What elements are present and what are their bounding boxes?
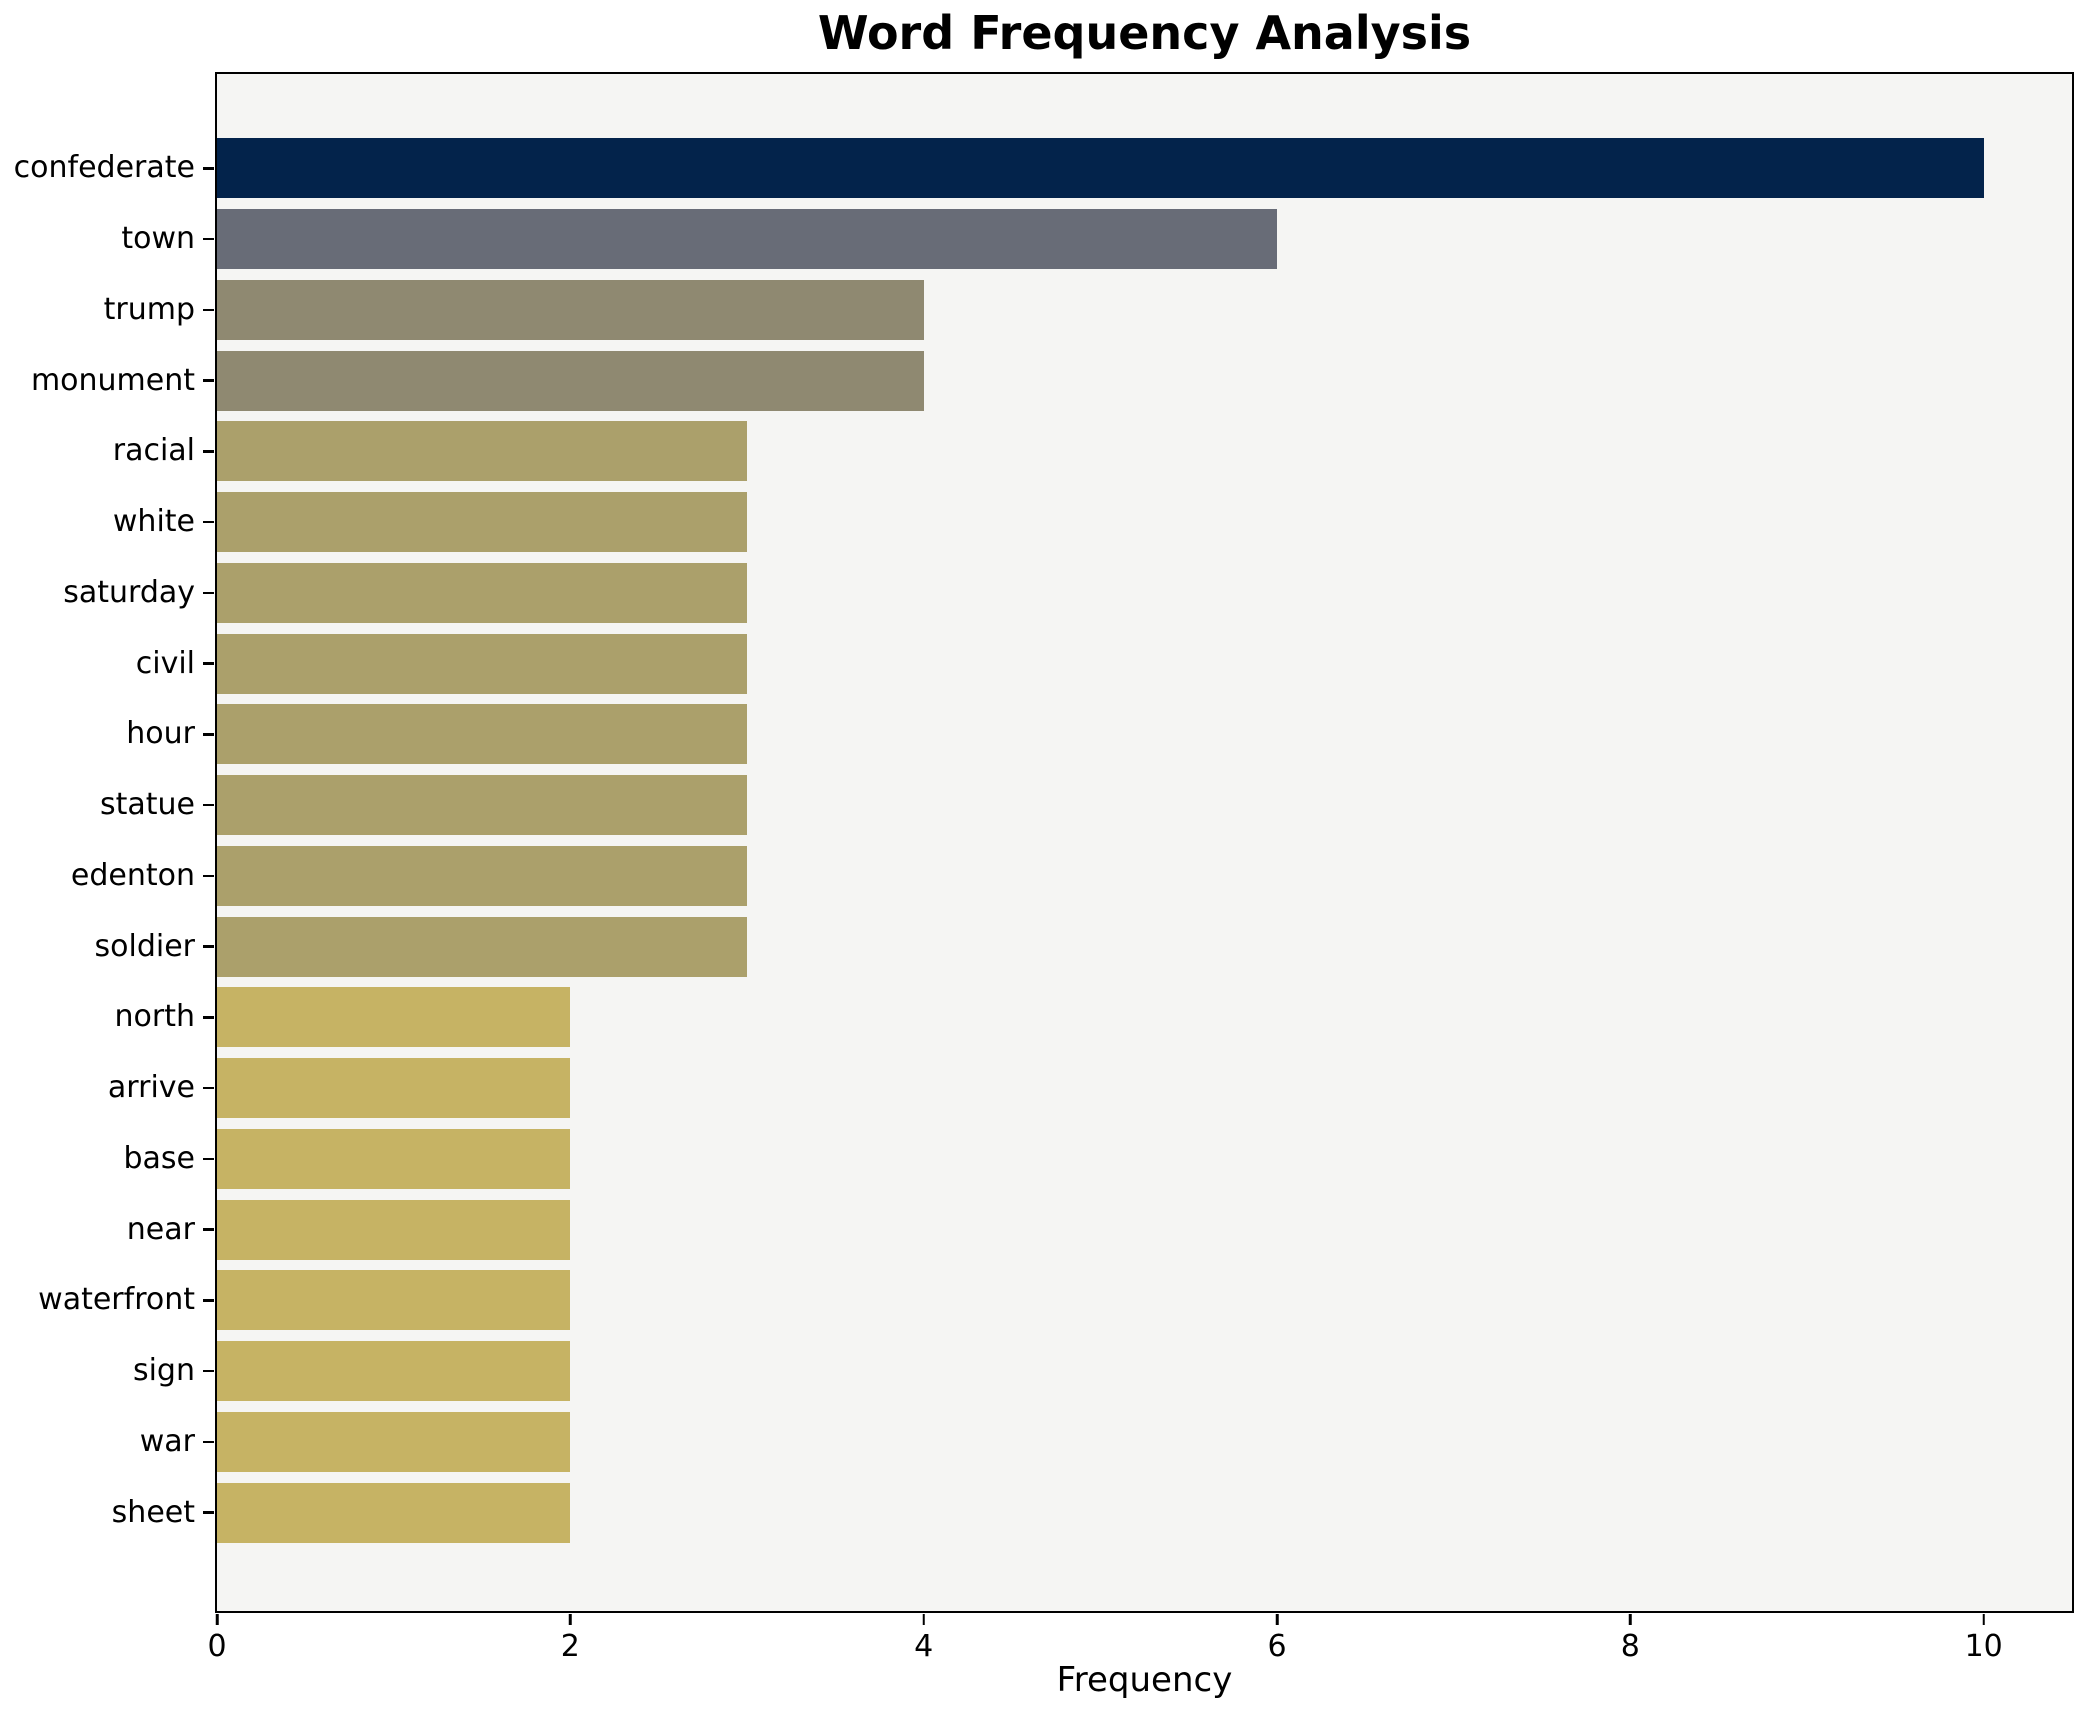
x-tick-mark <box>1982 1613 1985 1625</box>
bar <box>217 138 1984 199</box>
bar-row: base <box>123 1124 2072 1195</box>
y-tick-label: confederate <box>13 150 195 186</box>
bar-row: monument <box>31 345 2072 416</box>
x-tick-mark <box>1275 1613 1279 1625</box>
y-tick-mark <box>203 520 214 524</box>
y-tick-label: sign <box>132 1353 195 1389</box>
x-tick-label: 8 <box>1620 1629 1640 1664</box>
bar <box>217 987 571 1048</box>
bar-row: town <box>121 204 2072 275</box>
bar-row: north <box>115 982 2072 1053</box>
y-tick-label: arrive <box>107 1070 195 1106</box>
x-axis-label: Frequency <box>1056 1660 1233 1700</box>
bar <box>217 775 747 836</box>
y-tick-label: soldier <box>94 928 196 964</box>
bar <box>217 209 1277 270</box>
bar-row: trump <box>104 275 2072 346</box>
bar-row: war <box>140 1407 2072 1478</box>
y-tick-label: racial <box>112 433 195 469</box>
bar-row: hour <box>126 699 2072 770</box>
bar <box>217 1058 571 1119</box>
bar <box>217 916 747 977</box>
bar-row: white <box>113 487 2072 558</box>
y-tick-label: town <box>121 221 195 257</box>
x-tick-mark <box>922 1613 925 1625</box>
x-tick-label: 2 <box>560 1629 580 1664</box>
bar <box>217 1411 571 1472</box>
bar <box>217 1199 571 1260</box>
y-tick-label: white <box>112 504 195 540</box>
bar <box>217 1128 571 1189</box>
y-tick-mark <box>203 1440 214 1444</box>
bar-row: sheet <box>112 1477 2072 1548</box>
y-tick-label: war <box>139 1423 195 1459</box>
y-tick-mark <box>203 591 214 595</box>
y-tick-mark <box>203 1511 214 1514</box>
y-tick-mark <box>203 1086 214 1090</box>
y-tick-label: civil <box>135 645 195 681</box>
y-tick-label: monument <box>30 362 195 398</box>
y-tick-mark <box>203 662 214 665</box>
y-tick-label: waterfront <box>38 1282 195 1318</box>
bar-row: arrive <box>108 1053 2072 1124</box>
y-tick-label: hour <box>126 716 195 752</box>
bar-row: soldier <box>95 911 2072 982</box>
y-tick-mark <box>203 803 214 807</box>
y-tick-mark <box>203 874 214 878</box>
bar <box>217 845 747 906</box>
bar-row: saturday <box>63 558 2072 629</box>
bar-row: civil <box>136 628 2072 699</box>
plot-area: confederate town trump monument racial white s… <box>14 72 2074 1663</box>
bar <box>217 1482 571 1543</box>
bar-row: near <box>127 1194 2072 1265</box>
y-tick-mark <box>203 308 214 312</box>
y-tick-mark <box>203 733 214 736</box>
bar-row: confederate <box>14 133 2072 204</box>
y-tick-mark <box>203 1299 214 1302</box>
y-tick-mark <box>203 237 214 241</box>
y-tick-label: statue <box>99 787 195 823</box>
x-tick-mark <box>215 1613 219 1625</box>
bar-row: waterfront <box>38 1265 2072 1336</box>
bar <box>217 279 924 340</box>
y-tick-label: edenton <box>70 857 195 893</box>
y-tick-label: saturday <box>63 574 195 610</box>
y-tick-label: north <box>114 999 195 1035</box>
bar <box>217 633 747 694</box>
x-tick-label: 4 <box>914 1629 934 1664</box>
bar-row: edenton <box>71 841 2072 912</box>
bar <box>217 421 747 482</box>
chart-title: Word Frequency Analysis <box>817 6 1472 60</box>
y-tick-label: trump <box>103 291 195 327</box>
bars-container: confederate town trump monument racial white s… <box>14 74 2072 1611</box>
y-tick-mark <box>203 1157 214 1161</box>
y-tick-mark <box>203 1228 214 1231</box>
bar-row: statue <box>100 770 2072 841</box>
bar <box>217 350 924 411</box>
x-tick-label: 10 <box>1964 1629 2003 1664</box>
bar <box>217 562 747 623</box>
x-tick-label: 0 <box>207 1629 227 1664</box>
y-tick-mark <box>203 945 214 948</box>
bar <box>217 1341 571 1402</box>
x-tick-label: 6 <box>1267 1629 1287 1664</box>
y-tick-mark <box>203 450 214 453</box>
y-tick-mark <box>203 1016 214 1019</box>
bar <box>217 492 747 553</box>
bar <box>217 704 747 765</box>
y-tick-label: sheet <box>111 1494 195 1530</box>
bar-row: racial <box>113 416 2072 487</box>
y-tick-label: near <box>126 1211 195 1247</box>
x-tick-mark <box>569 1613 572 1625</box>
y-tick-mark <box>203 1369 214 1373</box>
y-tick-mark <box>203 167 214 170</box>
y-tick-mark <box>203 379 214 382</box>
bar <box>217 1270 571 1331</box>
x-tick-mark <box>1629 1613 1632 1625</box>
y-tick-label: base <box>123 1140 195 1176</box>
bar-row: sign <box>133 1336 2072 1407</box>
